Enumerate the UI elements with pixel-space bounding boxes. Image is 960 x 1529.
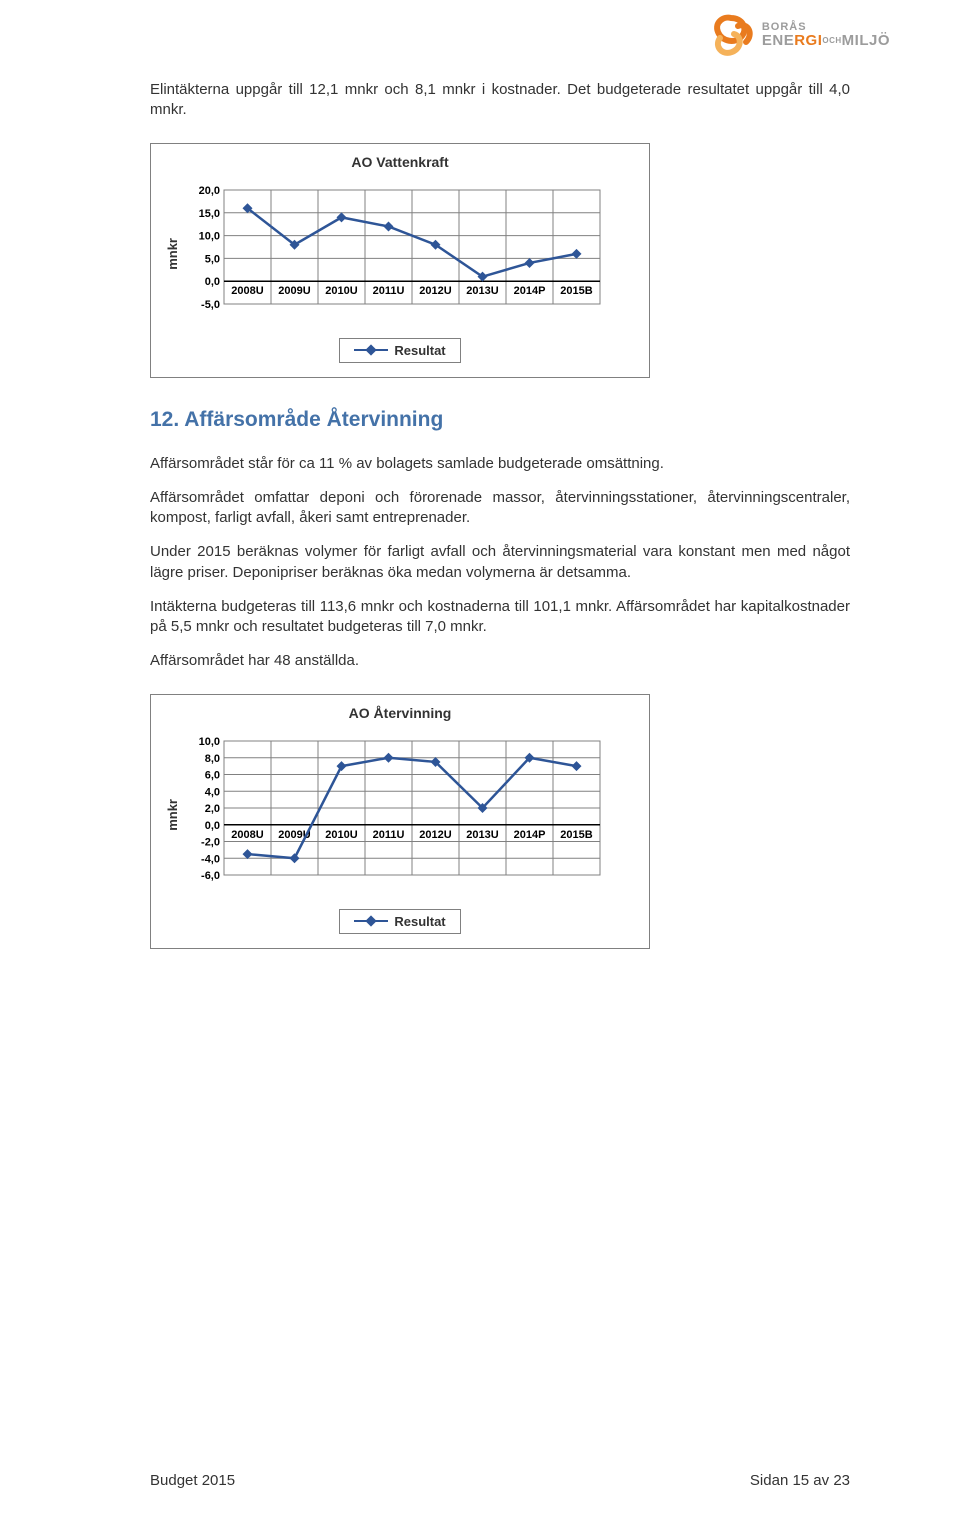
- svg-text:2011U: 2011U: [373, 285, 405, 297]
- svg-text:2011U: 2011U: [373, 828, 405, 840]
- svg-text:-5,0: -5,0: [201, 299, 220, 311]
- paragraph-4: Intäkterna budgeteras till 113,6 mnkr oc…: [150, 597, 850, 638]
- chart1-ylabel: mnkr: [165, 238, 180, 270]
- svg-text:2008U: 2008U: [231, 285, 263, 297]
- chart1-plot: 20,0 15,0 10,0 5,0 0,0 -5,0 2008U 2009U 2010U 201…: [186, 184, 606, 324]
- svg-text:2013U: 2013U: [466, 828, 498, 840]
- svg-text:2013U: 2013U: [466, 285, 498, 297]
- section-heading: 12. Affärsområde Återvinning: [150, 408, 850, 432]
- svg-text:2012U: 2012U: [419, 828, 451, 840]
- svg-text:2015B: 2015B: [560, 285, 592, 297]
- svg-text:2014P: 2014P: [514, 828, 546, 840]
- paragraph-1: Affärsområdet står för ca 11 % av bolage…: [150, 454, 850, 474]
- svg-text:2009U: 2009U: [278, 285, 310, 297]
- svg-text:2008U: 2008U: [231, 828, 263, 840]
- svg-text:0,0: 0,0: [205, 819, 220, 831]
- chart1-legend-label: Resultat: [394, 343, 445, 358]
- paragraph-2: Affärsområdet omfattar deponi och förore…: [150, 488, 850, 529]
- svg-text:-6,0: -6,0: [201, 870, 220, 882]
- logo-bottom: ENERGIOCHMILJÖ: [762, 33, 890, 48]
- svg-text:0,0: 0,0: [205, 276, 220, 288]
- chart2-legend-label: Resultat: [394, 914, 445, 929]
- chart2-legend: Resultat: [339, 909, 460, 934]
- footer-left: Budget 2015: [150, 1472, 235, 1489]
- svg-text:4,0: 4,0: [205, 786, 220, 798]
- legend-marker-icon: [354, 915, 388, 927]
- svg-text:-4,0: -4,0: [201, 853, 220, 865]
- svg-text:20,0: 20,0: [199, 185, 220, 197]
- paragraph-5: Affärsområdet har 48 anställda.: [150, 651, 850, 671]
- svg-text:2014P: 2014P: [514, 285, 546, 297]
- chart2-ylabel: mnkr: [165, 799, 180, 831]
- chart-vattenkraft: AO Vattenkraft mnkr 20,0 15,0 10,0 5,0 0,0 -5…: [150, 143, 650, 378]
- paragraph-3: Under 2015 beräknas volymer för farligt …: [150, 542, 850, 583]
- page: BORÅS ENERGIOCHMILJÖ Elintäkterna uppgår…: [0, 0, 960, 1529]
- svg-text:15,0: 15,0: [199, 207, 220, 219]
- svg-text:10,0: 10,0: [199, 230, 220, 242]
- legend-marker-icon: [354, 344, 388, 356]
- svg-text:2010U: 2010U: [325, 828, 357, 840]
- intro-paragraph: Elintäkterna uppgår till 12,1 mnkr och 8…: [150, 80, 850, 121]
- logo-text: BORÅS ENERGIOCHMILJÖ: [762, 22, 890, 48]
- svg-text:8,0: 8,0: [205, 752, 220, 764]
- brand-logo: BORÅS ENERGIOCHMILJÖ: [708, 12, 890, 58]
- svg-text:10,0: 10,0: [199, 736, 220, 748]
- svg-text:2012U: 2012U: [419, 285, 451, 297]
- footer-right: Sidan 15 av 23: [750, 1472, 850, 1489]
- svg-text:5,0: 5,0: [205, 253, 220, 265]
- svg-text:6,0: 6,0: [205, 769, 220, 781]
- svg-text:-2,0: -2,0: [201, 836, 220, 848]
- chart1-title: AO Vattenkraft: [165, 154, 635, 170]
- svg-text:2,0: 2,0: [205, 803, 220, 815]
- page-footer: Budget 2015 Sidan 15 av 23: [150, 1472, 850, 1489]
- chart-atervinning: AO Återvinning mnkr 10,0 8,0 6,0 4,0 2,0 0,0 -…: [150, 694, 650, 949]
- svg-text:2015B: 2015B: [560, 828, 592, 840]
- chart1-legend: Resultat: [339, 338, 460, 363]
- chart2-plot: 10,08,06,04,02,00,0-2,0-4,0-6,02008U2009…: [186, 735, 606, 895]
- logo-knot-icon: [708, 12, 754, 58]
- chart2-title: AO Återvinning: [165, 705, 635, 721]
- svg-text:2010U: 2010U: [325, 285, 357, 297]
